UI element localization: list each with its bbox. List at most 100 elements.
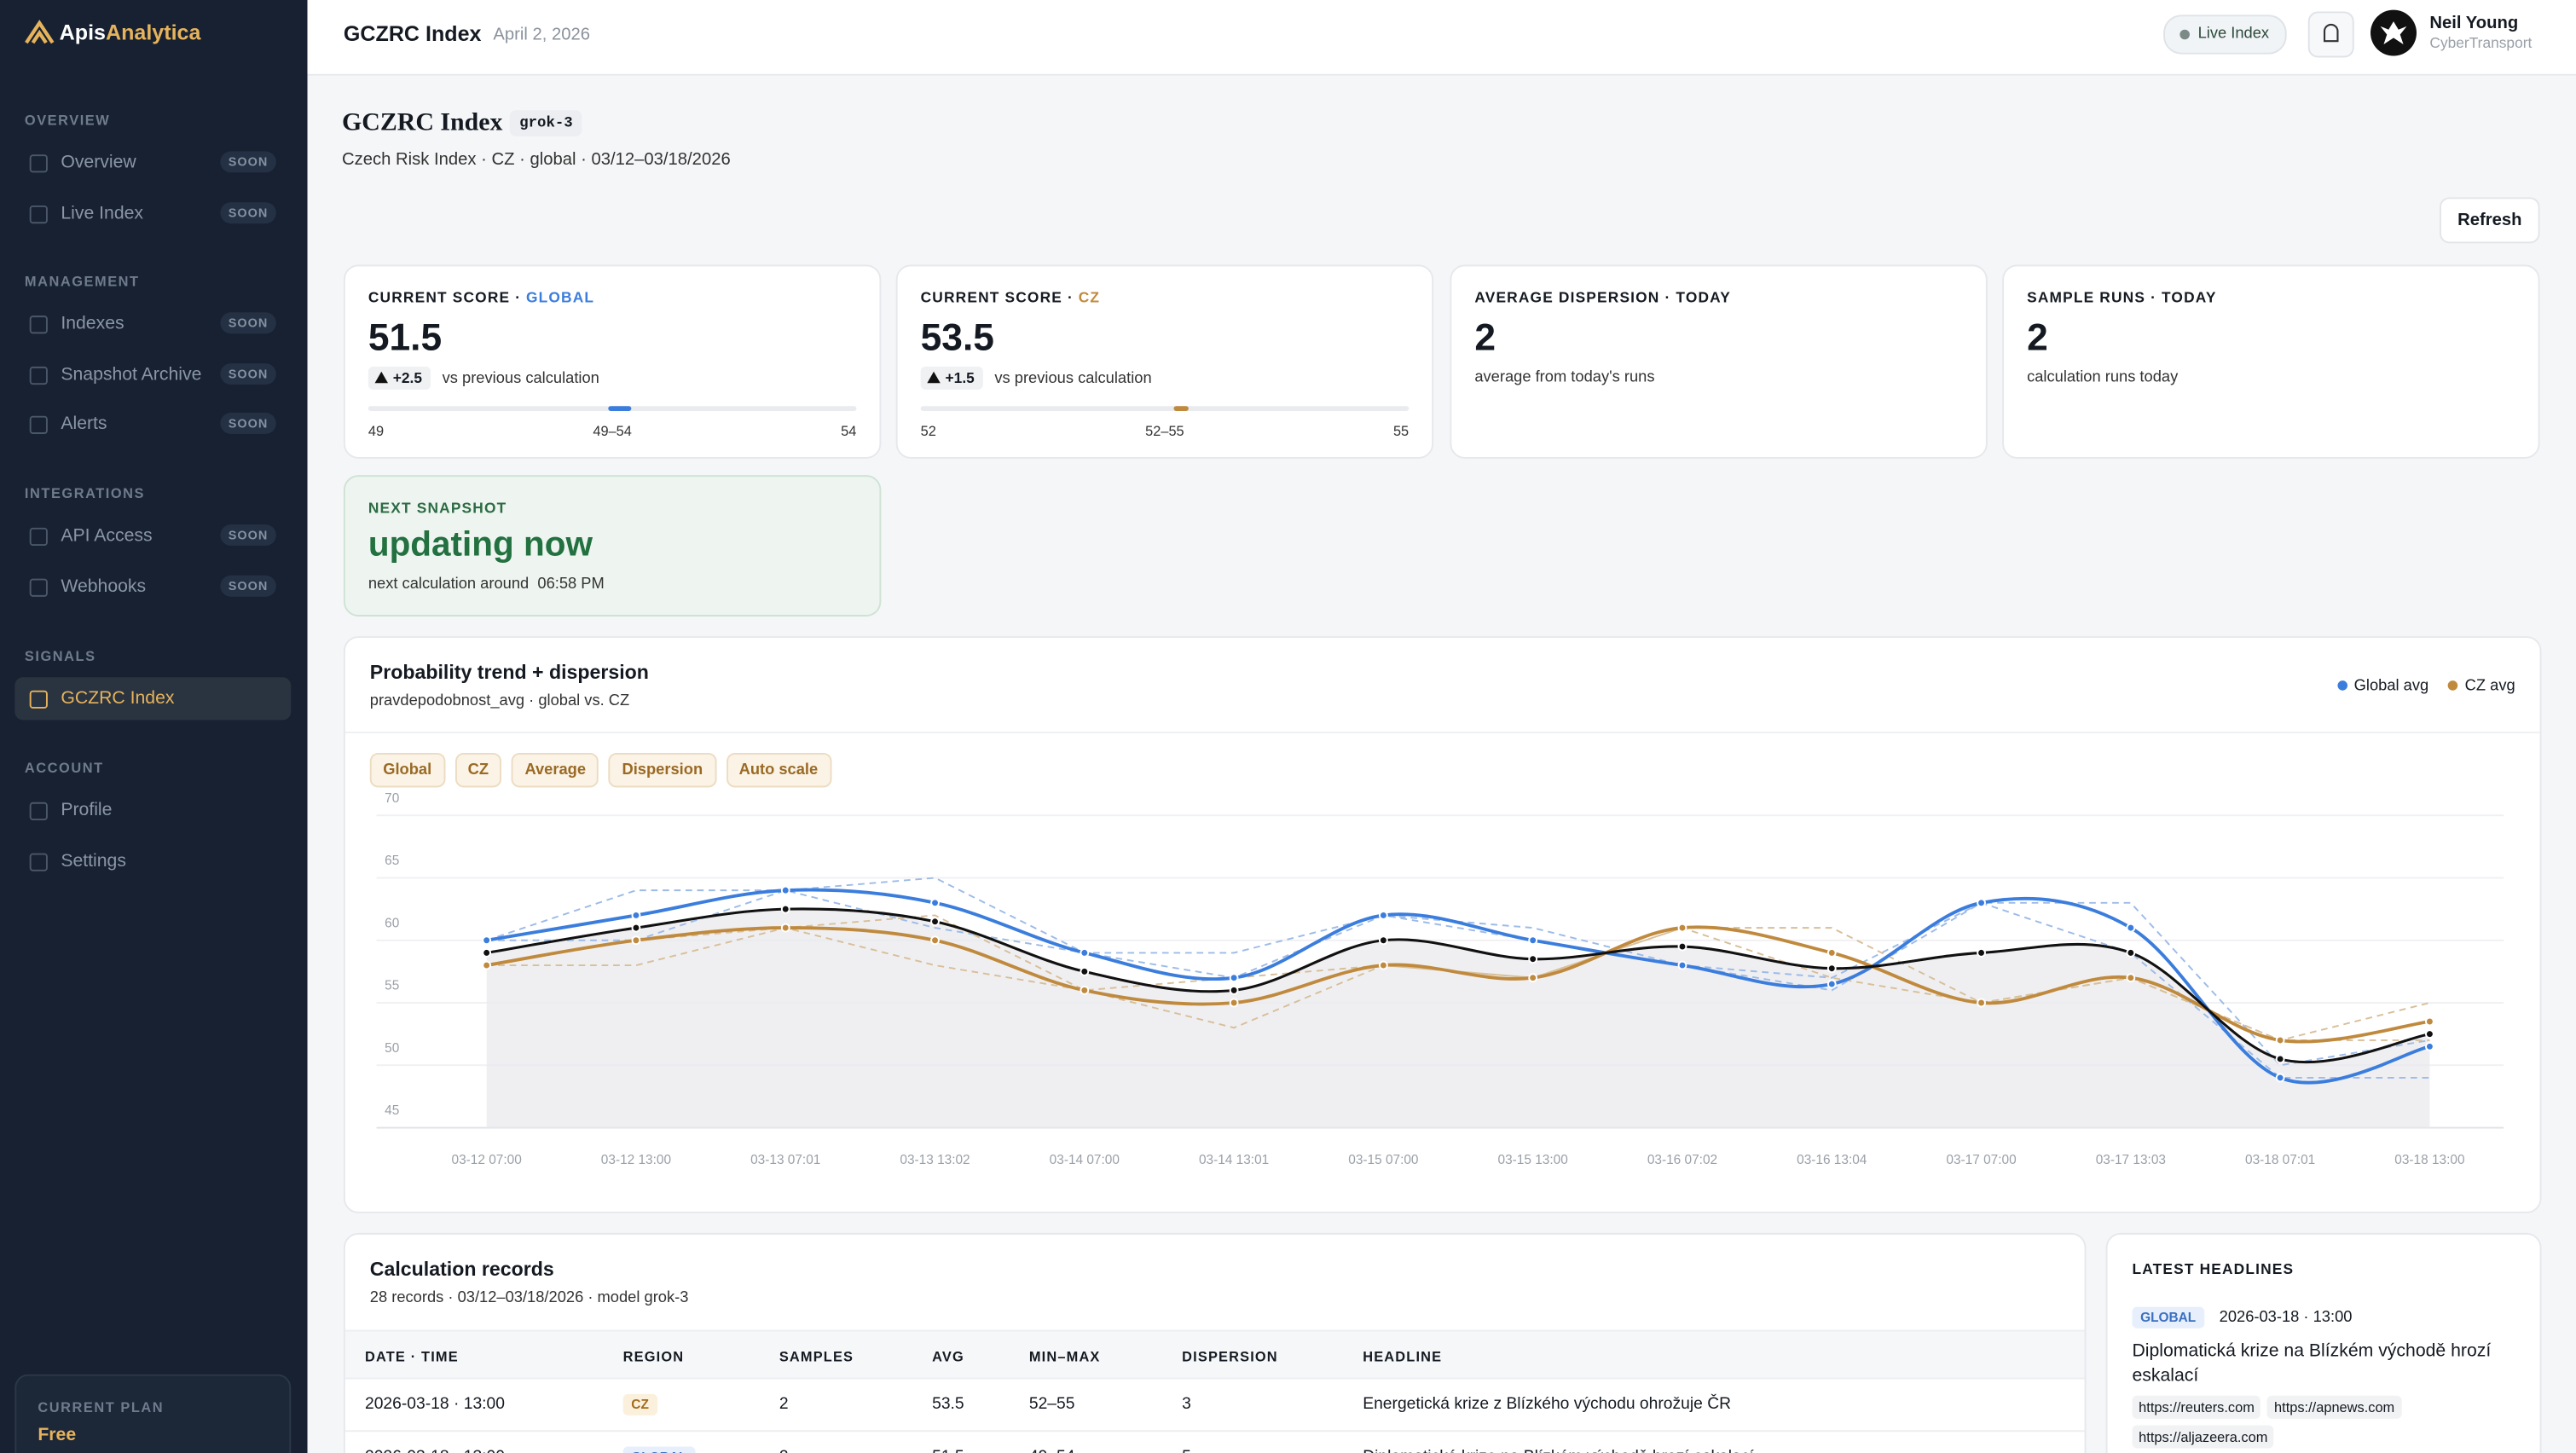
data-point xyxy=(2275,1073,2285,1083)
source-link[interactable]: https://aljazeera.com xyxy=(2132,1425,2275,1449)
nav-label: Profile xyxy=(61,800,113,821)
legend-dot xyxy=(2448,680,2458,691)
user-name: Neil Young xyxy=(2429,13,2519,33)
range-label: 52–55 xyxy=(1145,422,1184,439)
table-row[interactable]: 2026-03-18 · 13:00 CZ 2 53.5 52–55 3 Energetic… xyxy=(344,1379,2085,1433)
chart-title: Probability trend + dispersion xyxy=(369,661,649,685)
headline-text[interactable]: Diplomatická krize na Blízkém východě hr… xyxy=(2132,1341,2492,1386)
delta-arrow xyxy=(374,371,388,384)
x-tick-label: 03-18 07:01 xyxy=(2245,1153,2315,1167)
section-title: INTEGRATIONS xyxy=(24,484,146,502)
nav-item[interactable]: Snapshot Archive SOON xyxy=(14,353,291,396)
table-row[interactable]: 2026-03-18 · 13:00 GLOBAL 2 51.5 49–54 5 Diplo… xyxy=(345,1432,2085,1453)
notifications-button[interactable] xyxy=(2307,11,2354,58)
region-pill: GLOBAL xyxy=(2132,1306,2204,1329)
avatar[interactable] xyxy=(2370,9,2417,56)
delta-value: +1.5 xyxy=(945,369,975,387)
nav-item[interactable]: API Access SOON xyxy=(14,514,291,557)
x-tick-label: 03-17 07:00 xyxy=(1946,1153,2016,1167)
source-link[interactable]: https://apnews.com xyxy=(2267,1395,2401,1419)
nav-item[interactable]: Profile xyxy=(14,789,291,831)
toggle-button[interactable]: Auto scale xyxy=(726,752,831,788)
nav-item[interactable]: GCZRC Index xyxy=(14,677,292,721)
bell-icon xyxy=(2323,23,2339,43)
toggle-button[interactable]: Average xyxy=(512,752,599,788)
brand-name: Analytica xyxy=(105,20,201,45)
delta-value: +2.5 xyxy=(392,369,423,387)
x-tick-label: 03-16 07:02 xyxy=(1647,1153,1717,1167)
stat-value: 2 xyxy=(2027,315,2048,359)
nav-item[interactable]: Overview SOON xyxy=(14,142,291,184)
snapshot-status: updating now xyxy=(368,525,593,564)
nav-item[interactable]: Alerts SOON xyxy=(14,402,291,445)
range-max: 55 xyxy=(1392,422,1410,439)
snapshot-label: NEXT SNAPSHOT xyxy=(368,500,507,517)
nav-label: Indexes xyxy=(61,314,124,334)
y-tick-label: 70 xyxy=(385,791,399,806)
column-header: REGION xyxy=(622,1347,685,1365)
cell: Energetická krize z Blízkého východu ohr… xyxy=(1363,1395,1732,1414)
stat-label: CURRENT SCORE · CZ xyxy=(921,289,1101,305)
stat-label: SAMPLE RUNS · TODAY xyxy=(2027,289,2217,305)
nav-item[interactable]: Webhooks SOON xyxy=(14,564,291,607)
nav-icon xyxy=(29,315,48,334)
data-point xyxy=(1229,998,1239,1008)
nav-item[interactable]: Indexes SOON xyxy=(14,303,291,345)
nav-item[interactable]: Settings xyxy=(14,839,291,882)
cell: 51.5 xyxy=(932,1448,964,1453)
cell: 2026-03-18 · 13:00 xyxy=(364,1395,506,1414)
section-title: OVERVIEW xyxy=(24,112,111,129)
legend-item[interactable]: Global avg xyxy=(2337,677,2428,695)
data-point xyxy=(2425,1041,2434,1051)
data-point xyxy=(1229,973,1239,983)
nav-label: Snapshot Archive xyxy=(61,364,202,385)
live-status[interactable]: Live Index xyxy=(2163,14,2288,55)
column-header: AVG xyxy=(932,1347,964,1365)
legend-item[interactable]: CZ avg xyxy=(2448,677,2515,695)
source-link[interactable]: https://reuters.com xyxy=(2132,1395,2261,1419)
records-title: Calculation records xyxy=(369,1257,554,1281)
data-point xyxy=(780,885,790,895)
data-point xyxy=(1677,960,1687,970)
chart: 45 50 55 60 65 70 03-12 07:00 03-12 13:00 03-13 … xyxy=(376,791,2504,1167)
cell: 52–55 xyxy=(1028,1395,1075,1414)
status-dot xyxy=(2179,29,2190,40)
data-point xyxy=(1080,985,1090,995)
model-badge: grok-3 xyxy=(509,110,583,137)
chart-subtitle: pravdepodobnost_avg · global vs. CZ xyxy=(369,692,630,710)
status-text: Live Index xyxy=(2197,24,2270,43)
data-point xyxy=(2275,1035,2285,1045)
snapshot-card: NEXT SNAPSHOT updating now next calculat… xyxy=(343,475,882,617)
headlines-title: LATEST HEADLINES xyxy=(2132,1260,2295,1277)
stat-label-text: CURRENT SCORE · xyxy=(368,289,522,306)
nav-item[interactable]: Live Index SOON xyxy=(14,192,291,234)
records-subtitle: 28 records · 03/12–03/18/2026 · model gr… xyxy=(369,1288,689,1307)
legend-label: CZ avg xyxy=(2464,677,2515,696)
range-track xyxy=(920,406,1410,411)
x-tick-label: 03-17 13:03 xyxy=(2096,1153,2166,1167)
legend-label: Global avg xyxy=(2353,677,2429,696)
nav-icon xyxy=(29,690,48,709)
cell: 5 xyxy=(1182,1448,1191,1453)
plan-label: CURRENT PLAN xyxy=(38,1398,165,1415)
column-header: SAMPLES xyxy=(779,1347,854,1365)
section-title: ACCOUNT xyxy=(24,759,104,776)
data-point xyxy=(1378,911,1388,920)
page-title: GCZRC Index xyxy=(342,108,503,137)
data-point xyxy=(1080,966,1090,976)
cell: 2026-03-18 · 13:00 xyxy=(365,1448,505,1453)
data-point xyxy=(1977,948,1986,958)
stat-tag: GLOBAL xyxy=(525,289,595,306)
toggle-button[interactable]: CZ xyxy=(454,752,502,788)
x-tick-label: 03-14 13:01 xyxy=(1199,1153,1269,1167)
stat-label-text: CURRENT SCORE · xyxy=(920,289,1074,306)
cell: 2 xyxy=(779,1395,789,1414)
toggle-button[interactable]: Dispersion xyxy=(609,752,716,788)
data-point xyxy=(2126,923,2136,933)
data-point xyxy=(2275,1054,2285,1064)
legend-dot xyxy=(2337,680,2347,691)
data-point xyxy=(2425,1029,2434,1039)
refresh-button[interactable]: Refresh xyxy=(2439,197,2540,244)
nav-badge: SOON xyxy=(220,312,276,334)
toggle-button[interactable]: Global xyxy=(369,752,445,788)
